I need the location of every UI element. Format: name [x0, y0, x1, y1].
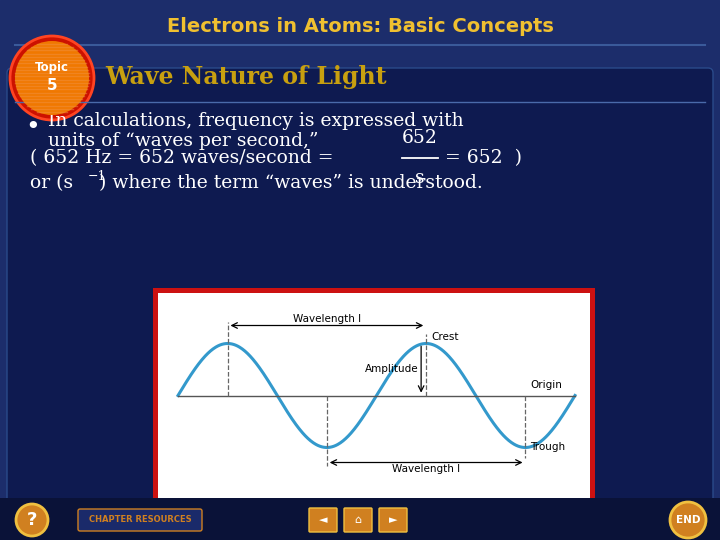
Text: Origin: Origin [531, 381, 562, 390]
Text: In calculations, frequency is expressed with: In calculations, frequency is expressed … [48, 112, 464, 130]
Text: Amplitude: Amplitude [364, 364, 418, 375]
Text: Trough: Trough [531, 442, 565, 453]
FancyBboxPatch shape [309, 508, 337, 532]
FancyBboxPatch shape [344, 508, 372, 532]
Text: = 652  ): = 652 ) [445, 149, 522, 167]
Circle shape [15, 41, 89, 115]
Circle shape [670, 502, 706, 538]
Text: 5: 5 [47, 78, 58, 93]
Text: units of “waves per second,”: units of “waves per second,” [48, 132, 318, 150]
FancyBboxPatch shape [7, 68, 713, 533]
FancyBboxPatch shape [78, 509, 202, 531]
Text: ⌂: ⌂ [354, 515, 361, 525]
Text: Wavelength l: Wavelength l [392, 464, 460, 475]
Circle shape [10, 36, 94, 120]
Text: Crest: Crest [431, 332, 459, 341]
Text: Wave Nature of Light: Wave Nature of Light [105, 65, 387, 89]
Bar [153, 288, 595, 503]
Bar [158, 293, 590, 498]
Text: Topic: Topic [35, 62, 69, 75]
FancyBboxPatch shape [379, 508, 407, 532]
Text: ?: ? [27, 511, 37, 529]
Text: 652: 652 [402, 129, 438, 147]
Text: or (s: or (s [30, 174, 73, 192]
Text: ) where the term “waves” is understood.: ) where the term “waves” is understood. [99, 174, 482, 192]
Text: END: END [676, 515, 701, 525]
Text: ( 652 Hz = 652 waves/second =: ( 652 Hz = 652 waves/second = [30, 149, 340, 167]
Circle shape [16, 504, 48, 536]
Bar [0, 498, 720, 540]
Text: Wavelength l: Wavelength l [293, 314, 361, 323]
Text: •: • [25, 115, 40, 139]
Text: Electrons in Atoms: Basic Concepts: Electrons in Atoms: Basic Concepts [166, 17, 554, 36]
Text: −1: −1 [88, 170, 107, 183]
Text: s: s [415, 169, 425, 187]
Text: ►: ► [389, 515, 397, 525]
Text: ◄: ◄ [319, 515, 328, 525]
Text: CHAPTER RESOURCES: CHAPTER RESOURCES [89, 516, 192, 524]
